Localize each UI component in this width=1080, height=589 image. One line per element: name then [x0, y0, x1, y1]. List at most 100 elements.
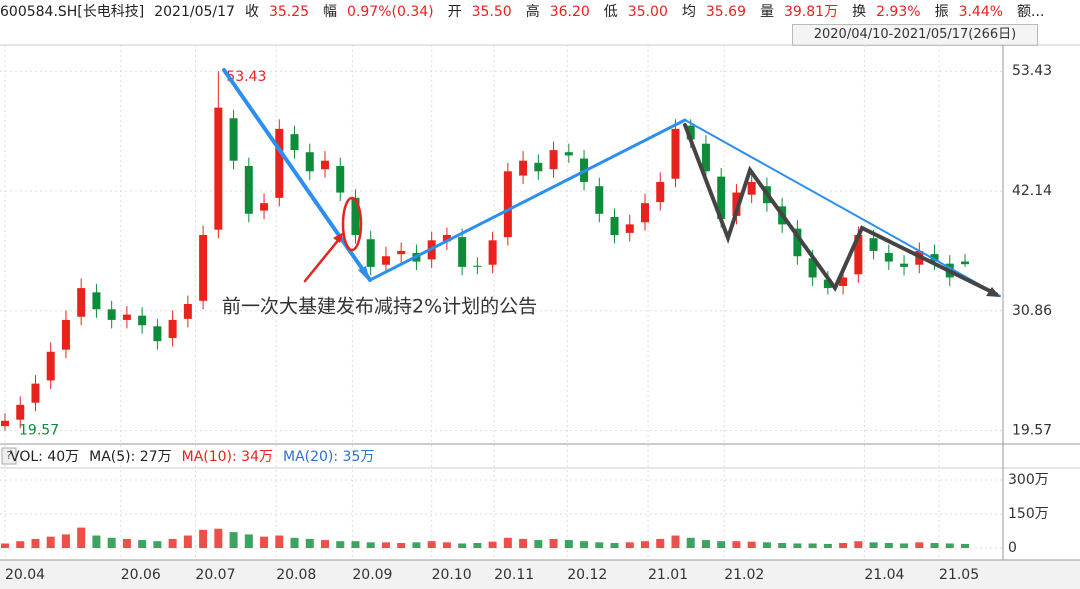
candle-body — [625, 224, 634, 233]
candle-body — [321, 160, 329, 170]
candle-body — [442, 235, 451, 242]
candle-body — [290, 134, 299, 151]
volume-bar — [61, 534, 70, 548]
volume-bar — [778, 543, 787, 548]
date: 2021/05/17 — [154, 4, 235, 20]
candle-body — [610, 216, 619, 236]
field-label: 量 — [759, 4, 774, 20]
volume-bar — [717, 541, 726, 548]
pointer — [303, 236, 342, 283]
volume-bar — [625, 542, 634, 548]
x-tick-label: 20.08 — [276, 567, 316, 583]
volume-bar — [31, 538, 40, 548]
volume-bar — [580, 541, 589, 548]
volume-bar — [610, 543, 619, 548]
x-tick-label: 20.07 — [195, 567, 235, 583]
volume-bar — [351, 541, 360, 548]
candle-body — [884, 253, 893, 262]
volume-bar — [336, 541, 345, 548]
candle-body — [31, 383, 40, 403]
candle-body — [732, 192, 741, 216]
volume-bar — [1, 543, 9, 548]
max-label: 53.43 — [226, 69, 266, 85]
volume-bar — [290, 537, 299, 548]
vol-tick-label: 300万 — [1008, 472, 1049, 488]
candle-body — [397, 250, 406, 255]
candle-body — [671, 128, 680, 179]
candle-body — [747, 181, 756, 195]
candle-body — [260, 203, 269, 211]
help-button[interactable] — [1, 447, 17, 465]
candle-body — [656, 181, 665, 203]
x-tick-label: 21.02 — [724, 567, 764, 583]
volume-bar — [199, 529, 208, 548]
candle-body — [16, 404, 25, 420]
candle-body — [519, 160, 528, 176]
volume-bar — [275, 535, 284, 548]
volume-bar — [183, 535, 192, 548]
field-value: 36.20 — [549, 4, 590, 20]
date-range[interactable]: 2020/04/10-2021/05/17(266日) — [792, 24, 1038, 46]
x-tick-label: 20.06 — [121, 567, 161, 583]
volume-bar — [229, 532, 238, 548]
highlight — [341, 196, 363, 252]
volume-bar — [961, 543, 969, 548]
volume-bar — [168, 538, 177, 548]
field-label: 高 — [525, 4, 540, 20]
zigzag — [683, 123, 998, 296]
vol-tick-label: 0 — [1008, 540, 1017, 556]
candle-body — [793, 228, 802, 257]
field-value: 35.00 — [627, 4, 668, 20]
y-tick-label: 30.86 — [1012, 303, 1052, 319]
x-tick-label: 20.10 — [432, 567, 472, 583]
volume-bar — [884, 543, 893, 548]
arrow-head — [986, 287, 1000, 297]
candle-body — [823, 279, 832, 289]
candle-body — [641, 203, 649, 223]
annotation-text: 前一次大基建发布减持2%计划的公告 — [222, 296, 537, 318]
field-value: 35.69 — [705, 4, 746, 20]
y-tick-label: 53.43 — [1012, 63, 1052, 79]
candle-body — [930, 254, 939, 262]
volume-bar — [747, 541, 756, 548]
volume-bar — [595, 542, 604, 548]
volume-bar — [412, 542, 421, 548]
field-label: 开 — [447, 4, 462, 20]
volume-bar — [823, 543, 832, 548]
volume-bar — [442, 542, 451, 548]
volume-legend-item: MA(20): 35万 — [283, 449, 375, 465]
volume-bar — [854, 541, 863, 548]
field-label: 换 — [852, 4, 867, 20]
volume-bar — [839, 543, 848, 548]
candle-body — [122, 314, 131, 320]
vol-tick-label: 150万 — [1008, 506, 1049, 522]
volume-bar — [458, 543, 467, 548]
candle-body — [305, 152, 314, 172]
candle-body — [153, 326, 162, 342]
candle-body — [564, 152, 573, 156]
volume-bar — [900, 543, 909, 548]
volume-bar — [641, 541, 649, 548]
arrow-head — [333, 232, 344, 243]
field-label: 幅 — [323, 4, 338, 20]
candle-body — [199, 235, 208, 301]
candle-body — [595, 186, 604, 214]
volume-bar — [397, 543, 406, 548]
candle-body — [61, 319, 70, 350]
volume-bar — [793, 543, 802, 548]
volume-bar — [321, 540, 329, 548]
field-value: 35.25 — [268, 4, 310, 20]
candle-body — [839, 277, 848, 286]
volume-bar — [686, 537, 695, 548]
volume-bar — [122, 538, 131, 548]
volume-bar — [945, 543, 954, 548]
volume-bar — [808, 543, 817, 548]
volume-bar — [488, 541, 497, 548]
candle-body — [458, 237, 467, 267]
candle-body — [1, 420, 9, 427]
volume-bar — [519, 538, 528, 548]
x-tick-label: 20.04 — [5, 567, 45, 583]
volume-bar — [930, 543, 939, 548]
x-tick-label: 20.11 — [494, 567, 534, 583]
